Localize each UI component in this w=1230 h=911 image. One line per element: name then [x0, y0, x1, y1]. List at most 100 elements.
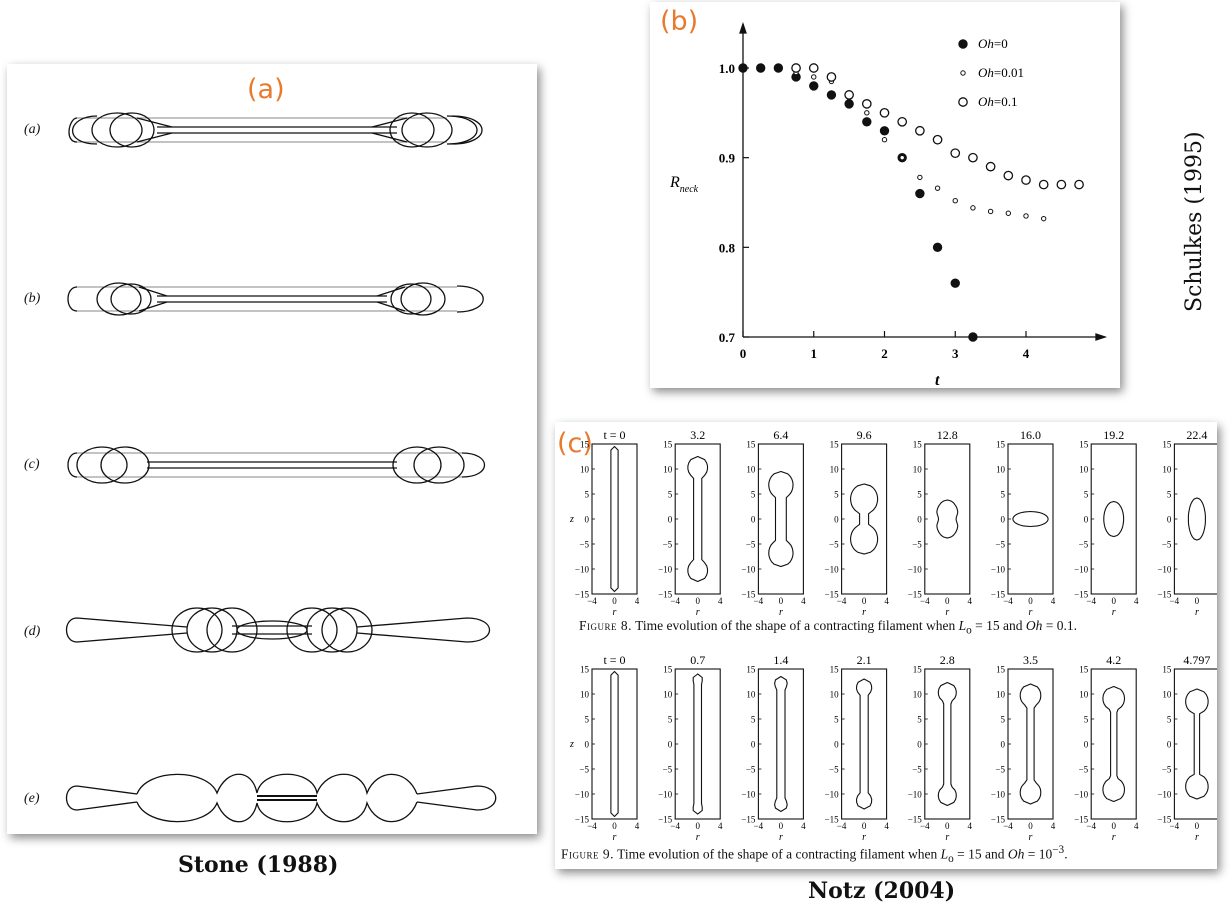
- r-axis-label: r: [862, 607, 866, 618]
- z-tick-label: −15: [741, 815, 756, 825]
- z-tick-label: 5: [585, 715, 590, 725]
- data-point: [1005, 210, 1012, 216]
- legend-label: Oh=0.01: [978, 65, 1024, 80]
- z-tick-label: 5: [1167, 490, 1172, 500]
- r-axis-label: r: [696, 832, 700, 843]
- z-tick-label: 0: [917, 515, 922, 525]
- frame-box: [591, 443, 638, 595]
- frame-box: [674, 443, 721, 595]
- r-tick-label: 0: [1111, 596, 1116, 606]
- z-tick-label: 0: [1167, 740, 1172, 750]
- z-tick-label: 5: [1001, 715, 1006, 725]
- legend-label: Oh=0.1: [978, 94, 1017, 109]
- z-tick-label: 10: [913, 690, 923, 700]
- panel-c: (c) t = 0 15 10 5 0 −5 −10 −15 z −4 0 4 r 3.2 15 10 5 0 −5…: [555, 422, 1217, 869]
- data-point: [773, 63, 784, 73]
- time-label: 3.5: [1023, 653, 1038, 667]
- r-axis-label: r: [1195, 832, 1199, 843]
- filament-outline: [937, 681, 957, 807]
- r-axis-label: r: [696, 607, 700, 618]
- data-point: [1023, 213, 1029, 219]
- z-tick-label: 15: [996, 665, 1006, 675]
- z-tick-label: −15: [1074, 590, 1089, 600]
- z-tick-label: −5: [579, 765, 589, 775]
- fig8-frame: 6.4 15 10 5 0 −5 −10 −15−4 0 4 r: [741, 428, 806, 618]
- r-axis-label: r: [779, 607, 783, 618]
- frame-box: [757, 668, 804, 820]
- r-tick-label: 0: [612, 596, 617, 606]
- y-axis-arrow: [739, 21, 747, 34]
- x-axis-arrow: [1095, 333, 1108, 341]
- legend-label: Oh=0: [978, 36, 1008, 51]
- time-label: 12.8: [937, 428, 958, 442]
- z-tick-label: 0: [1001, 740, 1006, 750]
- data-point: [897, 116, 908, 127]
- z-tick-label: 5: [917, 715, 922, 725]
- y-tick-label: 0.8: [719, 240, 736, 255]
- data-point: [950, 278, 960, 288]
- filament-outline: [936, 499, 959, 539]
- z-tick-label: 0: [834, 515, 839, 525]
- r-tick-label: 4: [1134, 596, 1139, 606]
- z-tick-label: 0: [834, 740, 839, 750]
- fig9-frame: 3.5 15 10 5 0 −5 −10 −15−4 0 4 r: [991, 653, 1056, 843]
- z-tick-label: −10: [825, 565, 840, 575]
- time-label: t = 0: [603, 428, 625, 442]
- frame-box: [924, 668, 971, 820]
- z-tick-label: −15: [1074, 815, 1089, 825]
- z-tick-label: −15: [1157, 815, 1172, 825]
- z-tick-label: 0: [751, 515, 756, 525]
- r-tick-label: −4: [754, 596, 764, 606]
- data-point: [826, 90, 837, 100]
- r-tick-label: 0: [695, 821, 700, 831]
- z-tick-label: 10: [1162, 465, 1172, 475]
- frame-box: [841, 443, 888, 595]
- filament-row-e: [65, 773, 497, 823]
- r-tick-label: 0: [945, 821, 950, 831]
- z-tick-label: 10: [913, 465, 923, 475]
- rneck-chart: 1.0 0.9 0.8 0.7 0 1 2 3 4 Oh=0 Oh=0.01 Oh=0.1 Rnec…: [669, 21, 1108, 388]
- r-tick-label: 0: [862, 821, 867, 831]
- z-tick-label: 5: [1167, 715, 1172, 725]
- contracting-filament-figures: t = 0 15 10 5 0 −5 −10 −15 z −4 0 4 r 3.2 15 10 5 0 −5 −10 −…: [569, 428, 1217, 843]
- z-tick-label: 5: [1084, 490, 1089, 500]
- r-tick-label: 4: [884, 596, 889, 606]
- z-tick-label: −5: [995, 540, 1005, 550]
- r-tick-label: 4: [968, 596, 973, 606]
- data-point: [915, 188, 925, 199]
- z-tick-label: 15: [663, 440, 673, 450]
- z-tick-label: −10: [908, 790, 923, 800]
- time-label: 1.4: [773, 653, 788, 667]
- data-point: [932, 242, 943, 253]
- x-axis-label: t: [935, 372, 940, 388]
- z-tick-label: 10: [746, 690, 756, 700]
- fig8-frame: t = 0 15 10 5 0 −5 −10 −15 z −4 0 4 r: [569, 428, 640, 618]
- panel-b-side-caption: Schulkes (1995): [1182, 131, 1207, 312]
- r-tick-label: 4: [635, 821, 640, 831]
- data-point: [985, 161, 996, 172]
- chart-legend: Oh=0 Oh=0.01 Oh=0.1: [958, 36, 1024, 109]
- r-tick-label: 4: [884, 821, 889, 831]
- z-tick-label: −15: [741, 590, 756, 600]
- z-tick-label: −10: [1157, 790, 1172, 800]
- fig9-frame: 2.8 15 10 5 0 −5 −10 −15−4 0 4 r: [908, 653, 973, 843]
- time-label: 0.7: [690, 653, 705, 667]
- z-tick-label: 0: [1084, 740, 1089, 750]
- r-tick-label: −4: [587, 821, 597, 831]
- z-tick-label: −10: [741, 565, 756, 575]
- z-tick-label: −5: [1079, 765, 1089, 775]
- r-tick-label: 0: [779, 596, 784, 606]
- data-point: [881, 137, 888, 143]
- filament-outline: [1102, 685, 1126, 803]
- time-label: 2.8: [940, 653, 955, 667]
- z-tick-label: −10: [741, 790, 756, 800]
- legend-marker: [958, 97, 968, 107]
- z-tick-label: 10: [580, 690, 590, 700]
- z-tick-label: 15: [913, 440, 923, 450]
- chart-axes: [739, 21, 1108, 341]
- r-tick-label: 4: [801, 821, 806, 831]
- filament-outline: [1012, 510, 1049, 528]
- z-tick-label: 5: [668, 490, 673, 500]
- z-tick-label: −15: [991, 590, 1006, 600]
